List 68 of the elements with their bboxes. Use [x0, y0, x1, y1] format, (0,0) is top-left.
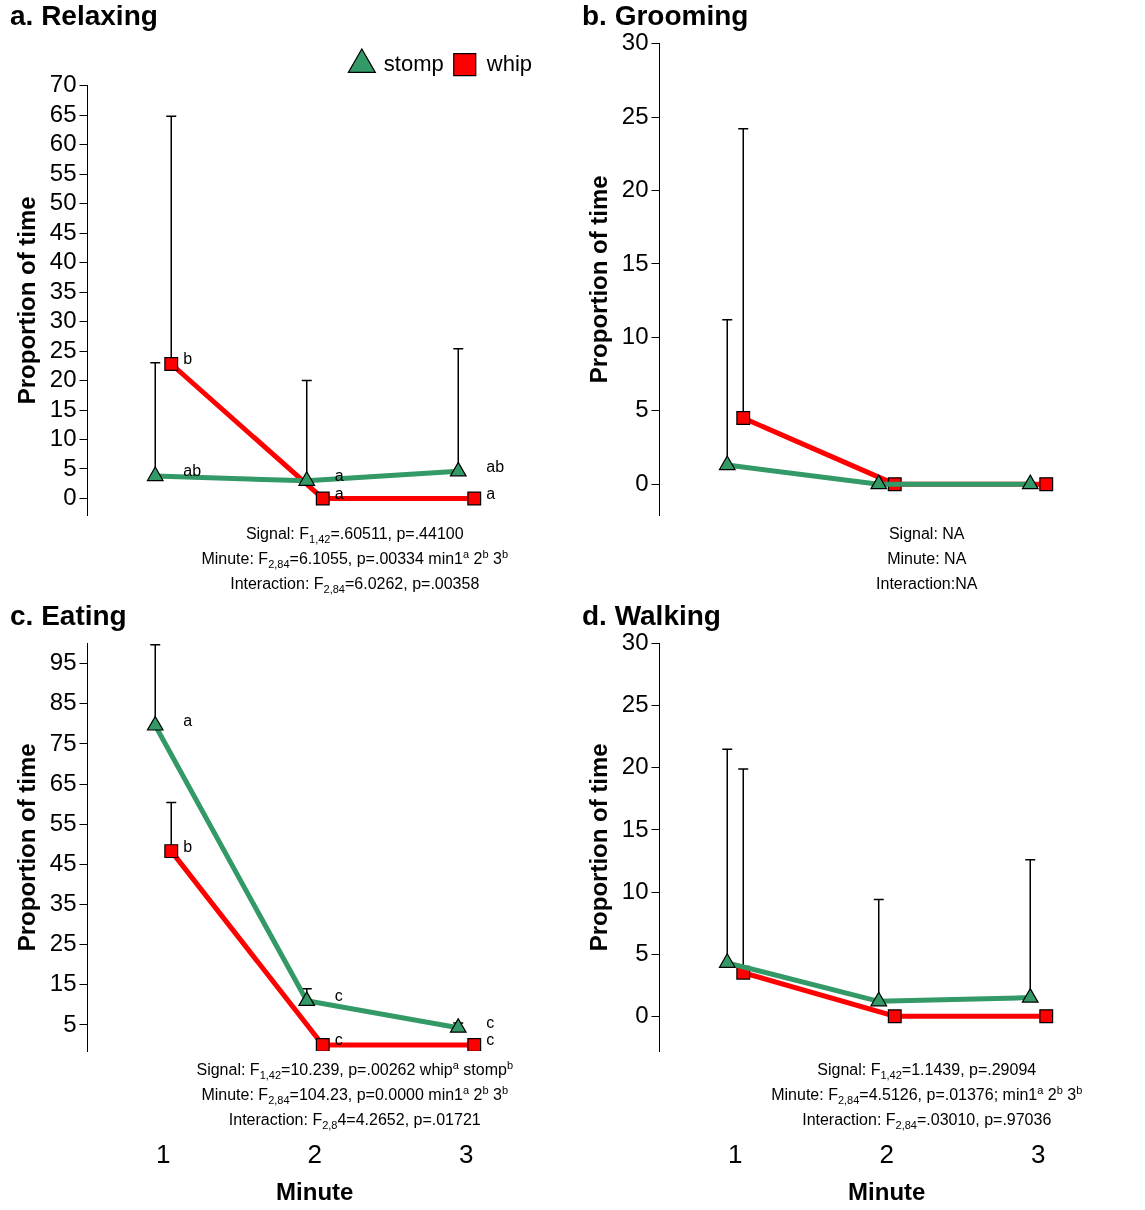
chart-title: a. Relaxing: [10, 0, 158, 31]
y-tick-label: 5: [63, 453, 77, 481]
y-tick-label: 25: [621, 690, 649, 718]
y-tick-label: 25: [49, 335, 77, 363]
y-tick-label: 15: [49, 969, 77, 997]
chart-title: c. Eating: [10, 599, 127, 631]
chart-title: d. Walking: [582, 599, 721, 631]
annotation: a: [486, 484, 496, 502]
y-axis-title: Proportion of time: [13, 743, 41, 952]
y-tick-label: 50: [49, 188, 77, 216]
annotation: c: [334, 987, 343, 1005]
y-tick-label: 0: [635, 1000, 649, 1028]
y-tick-label: 25: [621, 101, 649, 129]
y-tick-label: 5: [635, 938, 649, 966]
chart-title: b. Grooming: [582, 0, 749, 31]
y-tick-label: 30: [621, 28, 649, 56]
y-tick-label: 20: [621, 175, 649, 203]
y-tick-label: 20: [621, 752, 649, 780]
y-tick-label: 70: [49, 70, 77, 98]
x-tick-label: 1: [728, 1138, 743, 1169]
y-tick-label: 30: [621, 628, 649, 656]
y-tick-label: 40: [49, 247, 77, 275]
x-tick-label: 3: [459, 1138, 474, 1169]
text: Signal: NA: [888, 525, 965, 542]
y-tick-label: 85: [49, 688, 77, 716]
x-tick-label: 2: [307, 1138, 322, 1169]
y-tick-label: 10: [621, 876, 649, 904]
y-tick-label: 10: [621, 321, 649, 349]
y-axis-title: Proportion of time: [13, 196, 41, 405]
x-tick-label: 1: [156, 1138, 171, 1169]
legend-label: stomp: [383, 50, 444, 76]
y-tick-label: 55: [49, 158, 77, 186]
y-tick-label: 15: [621, 814, 649, 842]
y-axis-title: Proportion of time: [585, 743, 613, 952]
text: Interaction:NA: [876, 575, 978, 592]
text: Minute: NA: [887, 550, 967, 567]
y-tick-label: 35: [49, 276, 77, 304]
annotation: b: [183, 350, 193, 368]
y-axis-title: Proportion of time: [585, 175, 613, 384]
y-tick-label: 35: [49, 889, 77, 917]
y-tick-label: 10: [49, 424, 77, 452]
y-tick-label: 65: [49, 768, 77, 796]
y-tick-label: 65: [49, 99, 77, 127]
y-tick-label: 60: [49, 129, 77, 157]
y-tick-label: 30: [49, 306, 77, 334]
y-tick-label: 0: [63, 483, 77, 511]
y-tick-label: 15: [49, 394, 77, 422]
annotation: b: [183, 837, 193, 855]
x-tick-label: 3: [1031, 1138, 1046, 1169]
y-tick-label: 5: [63, 1009, 77, 1037]
y-tick-label: 0: [635, 468, 649, 496]
y-tick-label: 45: [49, 217, 77, 245]
x-axis-title: Minute: [276, 1178, 354, 1206]
y-tick-label: 25: [49, 929, 77, 957]
y-tick-label: 20: [49, 365, 77, 393]
annotation: ab: [486, 457, 505, 475]
y-tick-label: 75: [49, 728, 77, 756]
y-tick-label: 15: [621, 248, 649, 276]
annotation: c: [486, 1014, 495, 1032]
legend-label: whip: [485, 50, 532, 76]
annotation: a: [183, 711, 193, 729]
y-tick-label: 5: [635, 395, 649, 423]
annotation: c: [486, 1031, 495, 1049]
x-axis-title: Minute: [848, 1178, 926, 1206]
y-tick-label: 55: [49, 808, 77, 836]
y-tick-label: 95: [49, 648, 77, 676]
y-tick-label: 45: [49, 848, 77, 876]
x-tick-label: 2: [879, 1138, 894, 1169]
